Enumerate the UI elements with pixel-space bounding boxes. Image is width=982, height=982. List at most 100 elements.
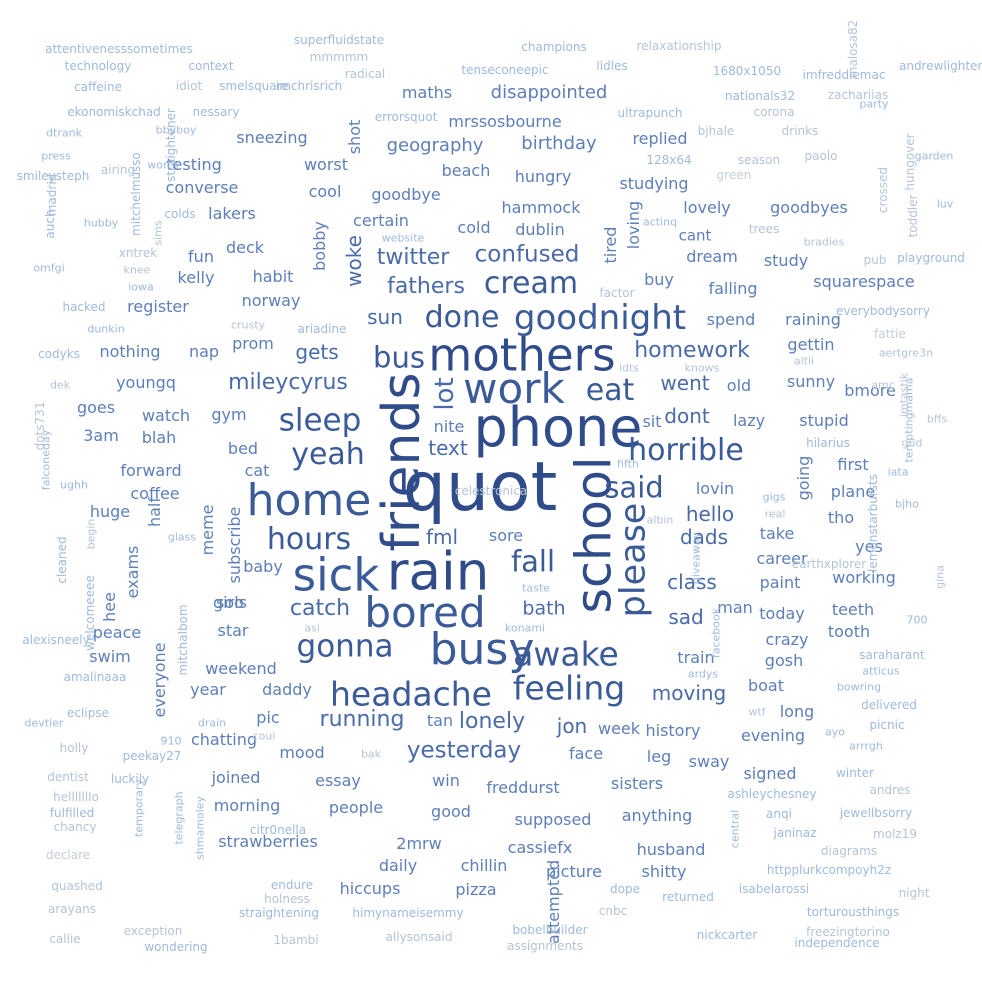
word: winter xyxy=(836,766,874,780)
word: holly xyxy=(59,741,89,755)
word: radical xyxy=(344,67,386,81)
word: independence xyxy=(794,936,880,950)
word: hammock xyxy=(501,198,581,217)
word: earthxplorer xyxy=(791,557,867,571)
word: andrewlighten xyxy=(898,59,982,73)
word: rain xyxy=(386,541,490,603)
word: trees xyxy=(748,222,780,236)
word: ariadine xyxy=(297,322,347,336)
word: iowa xyxy=(128,280,154,294)
word: ayo xyxy=(825,725,845,739)
word: cream xyxy=(483,266,579,301)
word: lidles xyxy=(596,59,628,73)
word: old xyxy=(726,376,752,395)
word: 128x64 xyxy=(646,153,692,167)
word: kelly xyxy=(177,268,215,287)
word: chillin xyxy=(460,856,508,875)
word: chatting xyxy=(190,730,258,749)
word: goodbye xyxy=(371,185,441,204)
word: hiccups xyxy=(339,879,401,898)
word: konami xyxy=(504,621,546,635)
word: press xyxy=(41,149,71,163)
word: tenseconeepic xyxy=(461,63,549,77)
word: taste xyxy=(522,581,550,595)
word: history xyxy=(645,721,701,740)
word: sleep xyxy=(278,402,362,439)
word: tan xyxy=(426,711,454,730)
word: ekonomiskchad xyxy=(67,105,161,119)
word: girls xyxy=(213,593,247,612)
word: picnic xyxy=(869,718,905,732)
word: attentivenesssometimes xyxy=(45,42,193,56)
word: iata xyxy=(887,465,909,479)
word: sore xyxy=(488,526,524,545)
word: caffeine xyxy=(74,80,122,94)
word: begin xyxy=(84,518,98,550)
word: knows xyxy=(684,361,720,375)
word: nite xyxy=(433,417,465,436)
word: coul xyxy=(252,729,276,743)
word: 3am xyxy=(83,426,119,445)
word: 2mrw xyxy=(396,834,442,853)
word: today xyxy=(759,604,805,623)
word: deck xyxy=(225,238,265,257)
word: arayans xyxy=(48,902,96,916)
word: arrrgh xyxy=(849,739,883,753)
word: lemonstarbursts xyxy=(866,474,880,572)
word: idiot xyxy=(175,79,203,93)
word: dunkin xyxy=(87,322,125,336)
word: habit xyxy=(252,267,294,286)
word: smelsquare xyxy=(219,79,289,93)
word: blah xyxy=(141,428,177,447)
word: altii xyxy=(793,354,815,368)
word: context xyxy=(188,59,234,73)
word: himynameisemmy xyxy=(352,906,464,920)
word: lot xyxy=(430,377,460,411)
word: hours xyxy=(266,522,352,557)
word: shot xyxy=(345,119,364,155)
word: facebook xyxy=(709,607,723,659)
word: mothers xyxy=(428,328,616,382)
word: everybodysorry xyxy=(836,304,930,318)
word: spend xyxy=(706,310,756,329)
word: sisters xyxy=(610,774,664,793)
word: airing xyxy=(100,163,136,177)
word: watch xyxy=(141,406,191,425)
word: study xyxy=(763,251,809,270)
word: baby xyxy=(243,557,283,576)
word: colds xyxy=(164,207,196,221)
word: plane xyxy=(830,482,876,501)
word: delivered xyxy=(861,698,917,712)
word: straightening xyxy=(238,906,320,920)
word: mitchalbom xyxy=(176,604,190,676)
word: holness xyxy=(264,892,310,906)
word: twitter xyxy=(376,245,450,270)
word: albin xyxy=(646,513,674,527)
word: wondering xyxy=(144,940,208,954)
word: long xyxy=(779,702,815,721)
word: mileycyrus xyxy=(228,370,348,395)
word: bbyboy xyxy=(155,123,197,137)
word: worth xyxy=(147,158,179,172)
word: andres xyxy=(869,783,911,797)
word: picture xyxy=(546,862,602,881)
word: shmamoley xyxy=(193,796,207,860)
word: moving xyxy=(651,681,727,705)
word: glass xyxy=(167,530,197,544)
word: dont xyxy=(664,404,710,428)
word: sneezing xyxy=(236,128,308,147)
word: awake xyxy=(513,634,619,674)
word: sad xyxy=(668,605,704,629)
word: lonely xyxy=(458,709,526,734)
word: exception xyxy=(123,924,183,938)
word: pizza xyxy=(455,880,497,899)
word: face xyxy=(568,744,604,763)
word: 1680x1050 xyxy=(712,64,782,78)
word: exams xyxy=(123,545,142,599)
word: fulfilled xyxy=(49,806,95,820)
word: hubby xyxy=(83,216,119,230)
word: janinaz xyxy=(773,826,817,840)
word: subscribe xyxy=(225,506,244,584)
word: pic xyxy=(256,708,280,727)
